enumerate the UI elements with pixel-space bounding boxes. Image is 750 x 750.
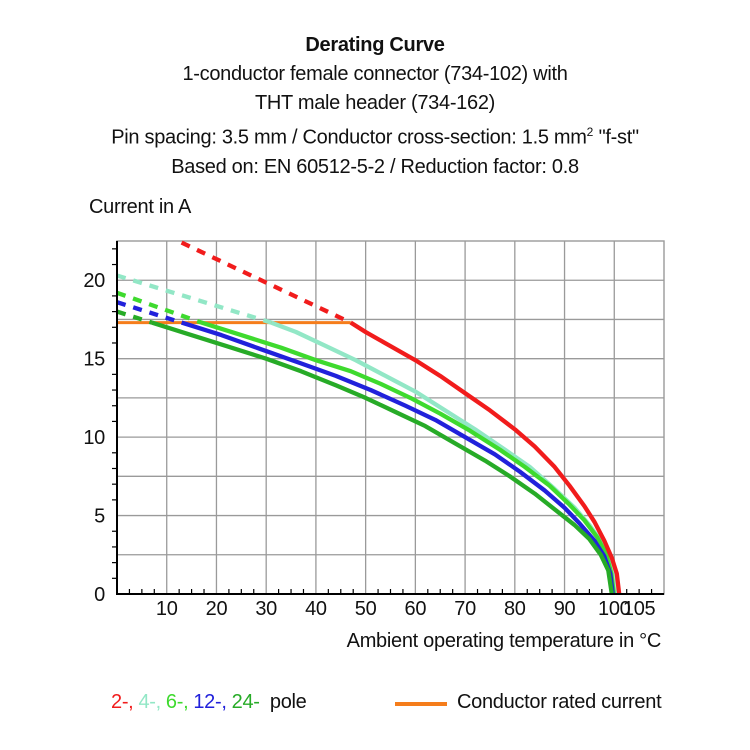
squared-superscript: 2 <box>586 125 594 139</box>
y-axis-title: Current in A <box>89 196 192 218</box>
series-24-pole-dashed-curve <box>116 309 153 325</box>
x-axis-title: Ambient operating temperature in °C <box>346 630 662 652</box>
x-tick-label: 70 <box>454 598 476 620</box>
rated-current-legend-label: Conductor rated current <box>457 691 662 713</box>
legend-item-24-pole: 24- <box>231 691 260 713</box>
chart-subtitle-2: THT male header (734-162) <box>254 92 496 114</box>
series-2-pole-curve <box>349 320 622 595</box>
chart-subtitle-1: 1-conductor female connector (734-102) w… <box>182 63 568 85</box>
chart-title: Derating Curve <box>305 34 445 56</box>
x-tick-label: 50 <box>355 598 377 620</box>
legend-item-12-pole: 12-, <box>193 691 227 713</box>
x-tick-label: 105 <box>623 598 656 620</box>
x-tick-label: 30 <box>255 598 277 620</box>
y-tick-label: 20 <box>83 270 105 292</box>
x-tick-label: 40 <box>305 598 327 620</box>
pole-legend-suffix: pole <box>264 691 307 713</box>
x-tick-label: 90 <box>554 598 576 620</box>
y-tick-label: 0 <box>94 584 105 606</box>
series-6-pole-dashed-curve <box>116 290 203 325</box>
legend-item-2-pole: 2-, <box>111 691 134 713</box>
chart-subtitle-3: Pin spacing: 3.5 mm / Conductor cross-se… <box>111 125 639 149</box>
x-tick-label: 100 <box>598 598 631 620</box>
series-24-pole-curve <box>151 320 614 595</box>
series-12-pole-curve <box>180 320 615 595</box>
pole-legend: 2-, 4-, 6-, 12-, 24- pole <box>111 691 307 714</box>
x-tick-label: 20 <box>206 598 228 620</box>
y-tick-label: 15 <box>83 349 105 371</box>
y-tick-label: 5 <box>94 506 105 528</box>
series-2-pole-dashed-curve <box>180 240 352 325</box>
legend-item-4-pole: 4-, <box>138 691 161 713</box>
series-12-pole-dashed-curve <box>116 300 183 325</box>
chart-header: Derating Curve 1-conductor female connec… <box>0 31 750 182</box>
rated-current-line-swatch <box>395 702 447 706</box>
series-6-pole-curve <box>200 320 616 595</box>
chart-subtitle-4: Based on: EN 60512-5-2 / Reduction facto… <box>171 155 579 178</box>
x-tick-label: 10 <box>156 598 178 620</box>
x-tick-label: 80 <box>504 598 526 620</box>
plot-border <box>116 240 665 595</box>
y-tick-label: 10 <box>83 427 105 449</box>
x-tick-label: 60 <box>405 598 427 620</box>
legend-item-6-pole: 6-, <box>165 691 189 713</box>
